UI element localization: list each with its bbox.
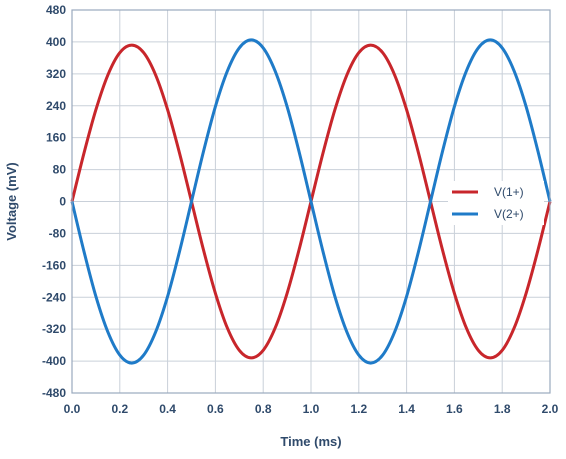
x-tick-label: 0.8 bbox=[255, 402, 272, 416]
x-tick-label: 1.8 bbox=[494, 402, 511, 416]
x-tick-label: 1.2 bbox=[350, 402, 367, 416]
legend: V(1+) V(2+) bbox=[448, 181, 544, 225]
series-lines bbox=[70, 38, 552, 365]
y-tick-label: -320 bbox=[42, 322, 66, 336]
x-tick-label: 2.0 bbox=[542, 402, 559, 416]
plot-frame bbox=[71, 9, 551, 394]
legend-label-v1: V(1+) bbox=[494, 185, 524, 199]
x-tick-label: 1.4 bbox=[398, 402, 415, 416]
y-tick-label: 320 bbox=[46, 67, 66, 81]
x-tick-label: 1.6 bbox=[446, 402, 463, 416]
y-axis-title: Voltage (mV) bbox=[4, 162, 19, 241]
x-tick-label: 0.6 bbox=[207, 402, 224, 416]
x-tick-label: 0.0 bbox=[64, 402, 81, 416]
legend-background bbox=[448, 181, 544, 225]
y-tick-label: 80 bbox=[53, 163, 67, 177]
x-tick-labels: 0.0 0.2 0.4 0.6 0.8 1.0 1.2 1.4 1.6 1.8 2.0 bbox=[64, 402, 559, 416]
y-tick-label: -80 bbox=[49, 226, 67, 240]
y-tick-label: -160 bbox=[42, 258, 66, 272]
y-tick-labels: 480 400 320 240 160 80 0 -80 -160 -240 -320 -400 -48… bbox=[42, 3, 66, 400]
y-tick-label: 480 bbox=[46, 3, 66, 17]
y-tick-label: 0 bbox=[59, 195, 66, 209]
y-tick-label: 160 bbox=[46, 131, 66, 145]
y-tick-label: -480 bbox=[42, 386, 66, 400]
x-tick-label: 1.0 bbox=[303, 402, 320, 416]
y-tick-label: 240 bbox=[46, 99, 66, 113]
x-axis-title: Time (ms) bbox=[280, 434, 341, 449]
legend-label-v2: V(2+) bbox=[494, 207, 524, 221]
series-line-2 bbox=[70, 38, 552, 365]
x-tick-label: 0.2 bbox=[111, 402, 128, 416]
x-tick-label: 0.4 bbox=[159, 402, 176, 416]
y-tick-label: -400 bbox=[42, 354, 66, 368]
y-tick-label: -240 bbox=[42, 290, 66, 304]
y-tick-label: 400 bbox=[46, 35, 66, 49]
